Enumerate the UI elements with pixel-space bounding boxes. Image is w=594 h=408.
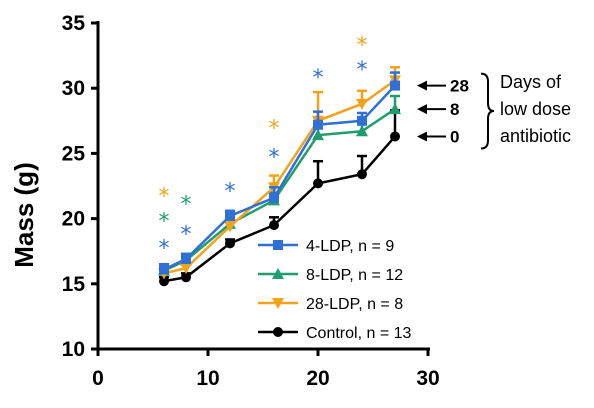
arrow-head xyxy=(417,131,427,142)
significance-star: * xyxy=(269,117,280,142)
square-marker xyxy=(225,210,235,221)
curly-bracket xyxy=(480,72,495,150)
significance-star: * xyxy=(181,222,192,247)
square-marker xyxy=(390,80,400,91)
circle-marker xyxy=(269,220,279,231)
circle-marker xyxy=(181,272,191,283)
arrow-head xyxy=(417,80,427,91)
legend-item: 8-LDP, n = 12 xyxy=(258,267,403,284)
legend-label: 8-LDP, n = 12 xyxy=(306,267,403,284)
y-tick-label: 10 xyxy=(62,338,85,361)
y-axis-ticks: 10 15 20 25 30 35 xyxy=(62,12,98,361)
triangle-up-marker xyxy=(356,125,368,137)
significance-star: * xyxy=(159,209,170,234)
x-tick-label: 10 xyxy=(196,367,219,390)
legend-item: 28-LDP, n = 8 xyxy=(258,296,403,313)
legend-item: Control, n = 13 xyxy=(258,325,412,342)
x-tick-label: 0 xyxy=(92,367,104,390)
y-tick-label: 30 xyxy=(62,77,85,100)
legend-label: 28-LDP, n = 8 xyxy=(306,296,403,313)
day-annotation: 0 xyxy=(417,127,459,146)
triangle-down-marker xyxy=(356,98,368,110)
square-marker xyxy=(159,264,169,275)
triangle-down-marker xyxy=(180,263,192,275)
square-marker xyxy=(181,254,191,265)
arrow-head xyxy=(417,104,427,115)
legend-label: Control, n = 13 xyxy=(306,325,412,342)
square-marker xyxy=(273,240,283,250)
bracket-text-line: low dose xyxy=(500,99,571,119)
legend: 4-LDP, n = 9 8-LDP, n = 12 28-LDP, n = 8 Co… xyxy=(258,238,412,342)
legend-label: 4-LDP, n = 9 xyxy=(306,238,394,255)
circle-marker xyxy=(159,276,169,287)
day-annotation: 28 xyxy=(417,77,469,96)
significance-stars: ********* ** xyxy=(159,33,368,261)
circle-marker xyxy=(225,238,235,249)
significance-star: * xyxy=(159,185,170,210)
circle-marker xyxy=(313,178,323,189)
y-tick-label: 35 xyxy=(62,12,86,35)
end-annotations: 28 8 0 Days of low dose antibiotic xyxy=(417,72,571,150)
x-axis-ticks: 0 10 20 30 xyxy=(92,349,440,390)
y-tick-label: 25 xyxy=(62,142,86,165)
significance-star: * xyxy=(313,66,324,91)
day-label: 28 xyxy=(450,77,469,96)
triangle-down-marker xyxy=(224,221,236,233)
circle-marker xyxy=(357,169,367,180)
series-4-ldp xyxy=(159,71,400,275)
significance-star: * xyxy=(269,145,280,170)
circle-marker xyxy=(273,327,283,337)
series-layer xyxy=(158,66,401,287)
day-annotation: 8 xyxy=(417,100,459,119)
legend-item: 4-LDP, n = 9 xyxy=(258,238,394,255)
significance-star: * xyxy=(225,179,236,204)
triangle-up-marker xyxy=(272,268,284,279)
circle-marker xyxy=(390,131,400,142)
significance-star: * xyxy=(159,237,170,262)
y-tick-label: 15 xyxy=(62,273,86,296)
significance-star: * xyxy=(357,33,368,58)
triangle-down-marker xyxy=(272,298,284,309)
x-tick-label: 20 xyxy=(306,367,329,390)
y-tick-label: 20 xyxy=(62,208,85,231)
day-label: 8 xyxy=(450,100,459,119)
bracket-text-line: Days of xyxy=(500,72,562,92)
x-tick-label: 30 xyxy=(416,367,439,390)
significance-star: * xyxy=(181,192,192,217)
square-marker xyxy=(357,115,367,126)
triangle-up-marker xyxy=(389,103,401,115)
significance-star: * xyxy=(357,58,368,83)
series-line xyxy=(163,135,396,283)
square-marker xyxy=(269,192,279,203)
square-marker xyxy=(313,119,323,130)
triangle-up-marker xyxy=(312,129,324,141)
axes xyxy=(96,21,430,351)
day-label: 0 xyxy=(450,127,459,146)
bracket-text-line: antibiotic xyxy=(500,126,571,146)
y-axis-title: Mass (g) xyxy=(9,162,39,267)
